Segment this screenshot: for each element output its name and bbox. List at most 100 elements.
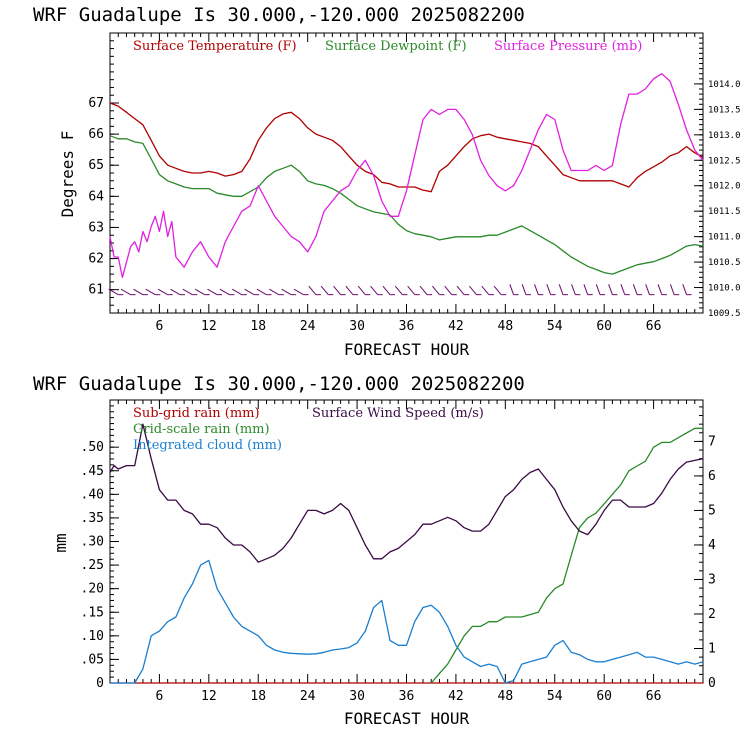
x-tick-label: 18 — [250, 319, 266, 334]
series-line-surface-pressure-mb- — [109, 73, 704, 279]
y2-tick-label: 6 — [708, 469, 716, 484]
y2-tick-label: 1 — [708, 641, 716, 656]
wind-barb — [669, 284, 675, 295]
legend-entry: Surface Pressure (mb) — [494, 39, 642, 54]
y2-tick-label: 1013.5 — [708, 105, 740, 115]
x-tick-label: 6 — [156, 319, 164, 334]
wind-barb — [357, 285, 366, 295]
wind-barb — [308, 285, 317, 295]
x-axis-label: FORECAST HOUR — [344, 709, 470, 728]
y-axis-label: Degrees F — [58, 131, 77, 218]
y2-tick-label: 1012.0 — [708, 182, 740, 192]
wind-barb — [456, 285, 465, 295]
wind-barb — [571, 284, 576, 295]
y2-tick-label: 1010.0 — [708, 284, 740, 294]
x-tick-label: 30 — [349, 689, 365, 704]
x-tick-label: 60 — [596, 319, 612, 334]
wind-barb — [583, 284, 589, 295]
x-tick-label: 48 — [498, 689, 514, 704]
y-axis-label: mm — [51, 533, 70, 552]
wind-barb — [431, 285, 440, 295]
wind-barb — [509, 284, 515, 295]
wind-barb — [521, 284, 527, 295]
y2-tick-label: 1013.0 — [708, 131, 740, 141]
y2-tick-label: 7 — [708, 434, 716, 449]
x-tick-label: 42 — [448, 319, 464, 334]
series-line-grid-scale-rain-mm- — [430, 427, 703, 684]
legend-entry: Grid-scale rain (mm) — [133, 422, 270, 437]
x-tick-label: 18 — [250, 689, 266, 704]
x-tick-label: 54 — [547, 689, 563, 704]
x-tick-label: 36 — [399, 689, 415, 704]
wind-barb — [481, 285, 490, 295]
wind-barb — [444, 285, 453, 295]
y2-tick-label: 1009.5 — [708, 309, 740, 319]
wind-barb — [382, 285, 391, 295]
x-tick-label: 36 — [399, 319, 415, 334]
x-tick-label: 12 — [201, 319, 217, 334]
legend-entry: Surface Temperature (F) — [133, 39, 297, 54]
y-tick-label: .30 — [81, 535, 104, 550]
y-tick-label: .45 — [81, 464, 104, 479]
wind-barb — [682, 284, 687, 295]
x-tick-label: 66 — [646, 319, 662, 334]
x-tick-label: 24 — [300, 319, 316, 334]
y-tick-label: 0 — [96, 676, 104, 691]
x-tick-label: 6 — [156, 689, 164, 704]
wind-barb — [558, 284, 564, 295]
wind-barb — [108, 288, 119, 296]
wind-barb — [546, 284, 552, 295]
y2-tick-label: 3 — [708, 572, 716, 587]
wind-barb — [394, 285, 403, 295]
wind-barb — [469, 285, 477, 295]
legend-entry: Integrated cloud (mm) — [133, 438, 282, 453]
wind-barb — [219, 288, 230, 296]
y-tick-label: .40 — [81, 487, 104, 502]
y2-tick-label: 5 — [708, 503, 716, 518]
wind-barb — [207, 288, 218, 296]
wind-barb — [133, 288, 144, 296]
wind-barb — [632, 284, 638, 295]
wind-barb — [333, 285, 341, 295]
y2-tick-label: 1010.5 — [708, 258, 740, 268]
y-tick-label: .25 — [81, 558, 104, 573]
series-line-surface-temperature-f- — [109, 102, 704, 193]
wind-barb — [419, 285, 428, 295]
wind-barb — [595, 284, 601, 295]
y-tick-label: 61 — [88, 283, 104, 298]
wind-barb — [232, 288, 243, 296]
x-tick-label: 60 — [596, 689, 612, 704]
series-line-surface-dewpoint-f- — [109, 135, 704, 275]
x-tick-label: 48 — [498, 319, 514, 334]
wind-barb — [269, 288, 280, 296]
legend-entry: Surface Wind Speed (m/s) — [312, 406, 484, 421]
y2-tick-label: 0 — [708, 676, 716, 691]
y-tick-label: .50 — [81, 440, 104, 455]
wind-barb — [320, 285, 329, 295]
y-tick-label: .15 — [81, 605, 104, 620]
wind-barb — [608, 284, 613, 295]
y-tick-label: 67 — [88, 96, 104, 111]
wind-barb — [145, 288, 156, 296]
x-tick-label: 24 — [300, 689, 316, 704]
wind-barb — [293, 288, 304, 296]
y2-tick-label: 2 — [708, 607, 716, 622]
y-tick-label: 65 — [88, 158, 104, 173]
y2-tick-label: 4 — [708, 538, 716, 553]
y-tick-label: .35 — [81, 511, 104, 526]
wind-barb — [493, 285, 502, 295]
wind-barb — [281, 288, 292, 296]
wind-barb — [182, 288, 193, 296]
wind-barb — [645, 284, 650, 295]
y-tick-label: .05 — [81, 652, 104, 667]
wind-barb — [120, 288, 131, 296]
series-line-surface-wind-speed-m-s- — [109, 423, 704, 563]
wind-barb — [657, 284, 663, 295]
wind-barb — [256, 288, 267, 296]
wind-barb — [170, 288, 181, 296]
y-tick-label: .10 — [81, 629, 104, 644]
y2-tick-label: 1012.5 — [708, 156, 740, 166]
legend-entry: Surface Dewpoint (F) — [325, 39, 467, 54]
y-tick-label: 62 — [88, 252, 104, 267]
chart-title: WRF Guadalupe Is 30.000,-120.000 2025082… — [33, 4, 525, 26]
